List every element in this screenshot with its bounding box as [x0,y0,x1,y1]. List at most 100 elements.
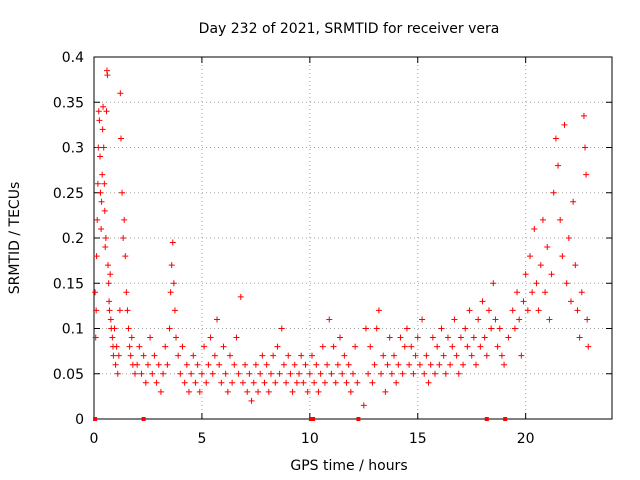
data-point [140,352,147,359]
data-point [124,307,131,314]
data-point [584,316,591,323]
data-point [201,343,208,350]
data-point [548,271,555,278]
data-point [416,361,423,368]
data-point [97,153,104,160]
baseline-marker [141,417,146,421]
data-point [214,316,221,323]
data-point [102,235,109,241]
data-point [168,262,175,269]
data-point [350,370,356,377]
data-point [313,361,320,368]
data-point [250,379,257,386]
data-point [460,361,467,368]
data-point [112,361,119,368]
y-tick-label: 0 [75,412,84,428]
data-point [100,144,107,151]
data-point [181,379,188,386]
data-point [529,289,536,296]
data-point [115,352,122,359]
data-point [444,334,451,341]
data-point [128,334,135,341]
data-point [304,388,311,395]
data-point [434,343,441,350]
data-point [106,298,113,305]
data-point [222,370,229,377]
data-point [544,244,551,251]
data-point [550,189,557,196]
data-point [555,162,562,169]
data-point [531,225,538,232]
data-point [157,388,164,395]
data-point [274,343,281,350]
data-point [324,361,331,368]
data-point [567,298,574,305]
data-point [475,316,482,323]
data-point [315,388,322,395]
data-point [365,370,372,377]
data-point [126,343,133,350]
data-point [552,135,559,142]
data-point [109,334,116,341]
data-point [328,370,335,377]
baseline-marker [93,417,98,421]
data-point [95,108,102,115]
data-point [192,379,199,386]
data-point [477,343,484,350]
data-point [198,370,205,377]
data-point [498,352,505,359]
data-point [257,370,264,377]
data-point [183,361,190,368]
data-point [311,379,318,386]
y-tick-labels: 0 0.05 0.1 0.15 0.2 0.25 0.3 0.35 0.4 [53,50,84,428]
data-point [134,361,141,368]
data-point [136,343,143,350]
data-point [334,361,341,368]
plot-frame [93,56,613,420]
data-point [473,361,480,368]
data-point [516,316,523,323]
data-point [561,121,568,128]
data-point [121,216,128,223]
data-point [120,235,127,241]
data-point [470,334,477,341]
data-point [397,334,404,341]
data-point [211,352,218,359]
data-point [94,216,101,223]
data-point [96,117,103,124]
data-point [93,307,100,314]
data-point [462,325,469,332]
data-point [92,334,99,341]
data-point [406,361,413,368]
data-point [576,334,583,341]
data-point [371,361,378,368]
data-point [393,379,400,386]
data-point [384,361,391,368]
data-point [218,379,225,386]
data-point [319,343,326,350]
data-point [164,361,171,368]
data-point [106,307,113,314]
data-point [412,352,419,359]
x-tick-label: 10 [301,431,319,447]
data-point [382,388,389,395]
data-point [293,379,300,386]
data-point [280,361,287,368]
data-points [92,67,592,409]
baseline-marker [503,417,508,421]
data-point [582,144,589,151]
data-point [511,325,518,332]
data-point [343,379,350,386]
data-point [171,307,178,314]
data-point [113,343,120,350]
data-point [326,316,333,323]
x-axis-label: GPS time / hours [290,458,407,474]
data-point [287,370,294,377]
data-point [524,307,531,314]
data-point [421,370,428,377]
data-point [99,126,106,133]
data-point [339,370,346,377]
baseline-marker [484,417,489,421]
data-point [101,207,108,214]
